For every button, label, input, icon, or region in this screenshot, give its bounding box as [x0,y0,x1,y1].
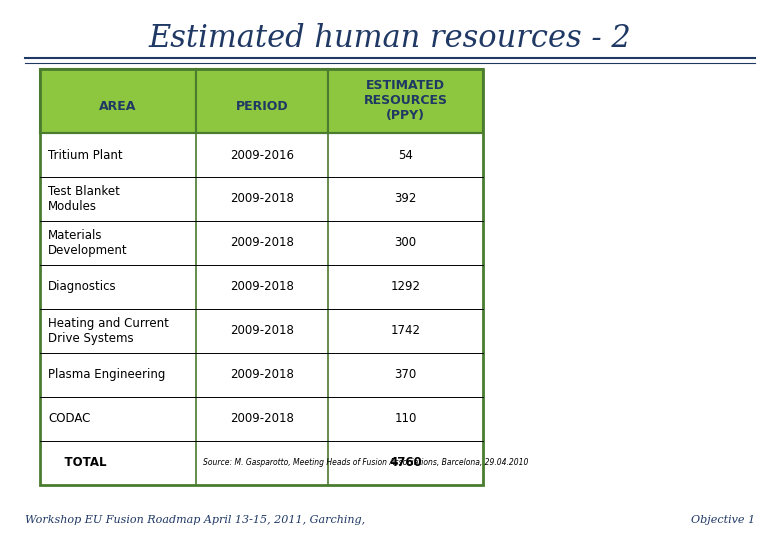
Text: CODAC: CODAC [48,413,90,426]
Text: Heating and Current
Drive Systems: Heating and Current Drive Systems [48,317,169,345]
Text: 2009-2018: 2009-2018 [230,325,294,338]
Text: Workshop EU Fusion Roadmap April 13-15, 2011, Garching,: Workshop EU Fusion Roadmap April 13-15, … [25,515,365,525]
Text: Diagnostics: Diagnostics [48,280,117,293]
Text: Source: M. Gasparotto, Meeting Heads of Fusion Associations, Barcelona, 29.04.20: Source: M. Gasparotto, Meeting Heads of … [204,458,529,468]
Text: 2009-2016: 2009-2016 [230,148,294,161]
Text: 300: 300 [395,237,417,249]
Text: Test Blanket
Modules: Test Blanket Modules [48,185,120,213]
Text: Plasma Engineering: Plasma Engineering [48,368,165,381]
Bar [196,69,328,133]
Text: PERIOD: PERIOD [236,100,288,113]
Text: ESTIMATED
RESOURCES
(PPY): ESTIMATED RESOURCES (PPY) [363,79,448,122]
Text: Estimated human resources - 2: Estimated human resources - 2 [149,23,631,54]
Text: 1292: 1292 [391,280,420,293]
Text: 110: 110 [395,413,417,426]
Text: Objective 1: Objective 1 [691,515,755,525]
Text: 2009-2018: 2009-2018 [230,237,294,249]
Text: 2009-2018: 2009-2018 [230,192,294,206]
Text: 4760: 4760 [389,456,422,469]
Text: TOTAL: TOTAL [48,456,107,469]
Text: 2009-2018: 2009-2018 [230,280,294,293]
Bar [328,69,484,133]
Text: 1742: 1742 [391,325,420,338]
Text: 370: 370 [395,368,417,381]
Text: 392: 392 [395,192,417,206]
Text: 2009-2018: 2009-2018 [230,368,294,381]
Bar [41,69,196,133]
Bar [41,69,484,485]
Text: 2009-2018: 2009-2018 [230,413,294,426]
Text: AREA: AREA [99,100,136,113]
Text: 54: 54 [398,148,413,161]
Text: Tritium Plant: Tritium Plant [48,148,122,161]
Text: Materials
Development: Materials Development [48,229,128,257]
